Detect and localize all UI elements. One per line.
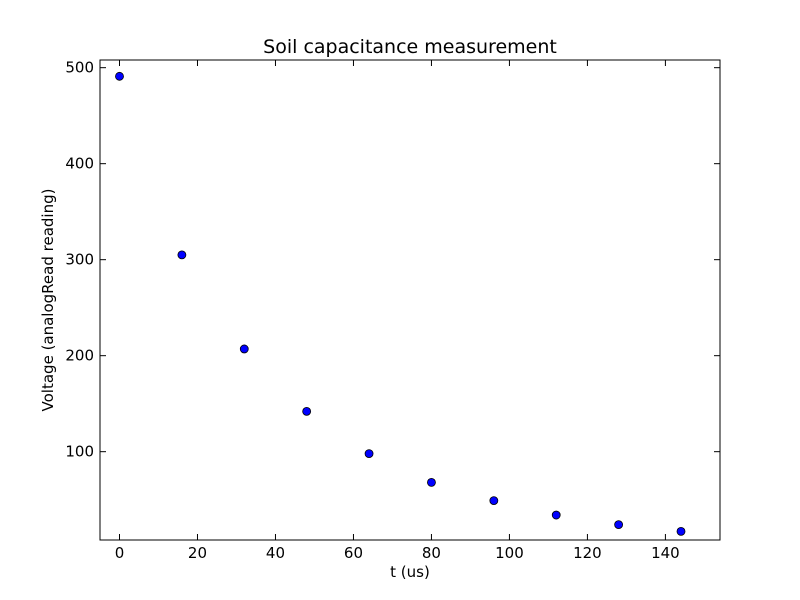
x-tick-label: 20: [188, 544, 207, 562]
x-axis-label: t (us): [390, 563, 430, 581]
data-point: [489, 496, 499, 506]
y-tick-label: 400: [65, 155, 94, 173]
y-axis: 100 200 300 400 500: [65, 59, 720, 461]
chart-title: Soil capacitance measurement: [263, 36, 557, 58]
y-axis-label: Voltage (analogRead reading): [39, 189, 57, 412]
data-point: [302, 406, 312, 416]
x-tick-label: 60: [344, 544, 363, 562]
data-point: [364, 449, 374, 459]
data-point: [676, 526, 686, 536]
data-point: [177, 250, 187, 260]
plot-frame: [99, 59, 721, 541]
y-tick-label: 500: [65, 59, 94, 77]
y-tick-label: 300: [65, 251, 94, 269]
data-point: [614, 520, 624, 530]
x-axis: 0 20 40 60 80 100 120 140: [115, 60, 680, 562]
y-tick-label: 100: [65, 443, 94, 461]
x-tick-label: 80: [422, 544, 441, 562]
data-point: [427, 477, 436, 487]
data-point: [551, 510, 561, 520]
plot-area: [115, 71, 686, 536]
data-point: [239, 344, 249, 354]
x-tick-label: 40: [266, 544, 285, 562]
data-point: [115, 71, 124, 81]
x-tick-label: 0: [115, 544, 125, 562]
x-tick-label: 100: [495, 544, 524, 562]
y-tick-label: 200: [65, 347, 94, 365]
x-tick-label: 140: [651, 544, 680, 562]
x-tick-label: 120: [573, 544, 602, 562]
